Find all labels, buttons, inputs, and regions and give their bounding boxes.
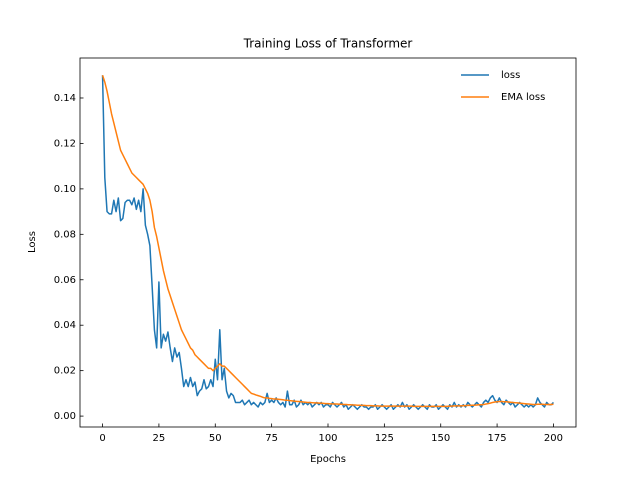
y-tick-label: 0.14 <box>54 93 76 104</box>
y-axis-label: Loss <box>27 231 38 253</box>
y-tick-label: 0.08 <box>54 229 76 240</box>
chart-title: Training Loss of Transformer <box>243 37 413 51</box>
line-series <box>101 75 554 411</box>
plot-frame <box>79 57 577 428</box>
x-tick-label: 75 <box>265 433 278 444</box>
x-tick-label: 0 <box>99 433 105 444</box>
x-tick-label: 50 <box>209 433 222 444</box>
x-tick-label: 175 <box>488 433 507 444</box>
x-tick-label: 25 <box>153 433 166 444</box>
x-axis-label: Epochs <box>310 454 346 465</box>
y-tick-label: 0.04 <box>54 320 76 331</box>
x-tick-label: 100 <box>318 433 337 444</box>
y-tick-label: 0.10 <box>54 184 76 195</box>
legend-label: loss <box>501 70 520 81</box>
legend-label: EMA loss <box>501 92 545 103</box>
x-tick-label: 200 <box>544 433 563 444</box>
x-tick-label: 125 <box>375 433 394 444</box>
y-tick-label: 0.06 <box>54 275 76 286</box>
y-tick-label: 0.00 <box>54 411 76 422</box>
line-series <box>101 75 554 408</box>
y-tick-label: 0.12 <box>54 138 76 149</box>
y-tick-label: 0.02 <box>54 366 76 377</box>
x-tick-label: 150 <box>431 433 450 444</box>
